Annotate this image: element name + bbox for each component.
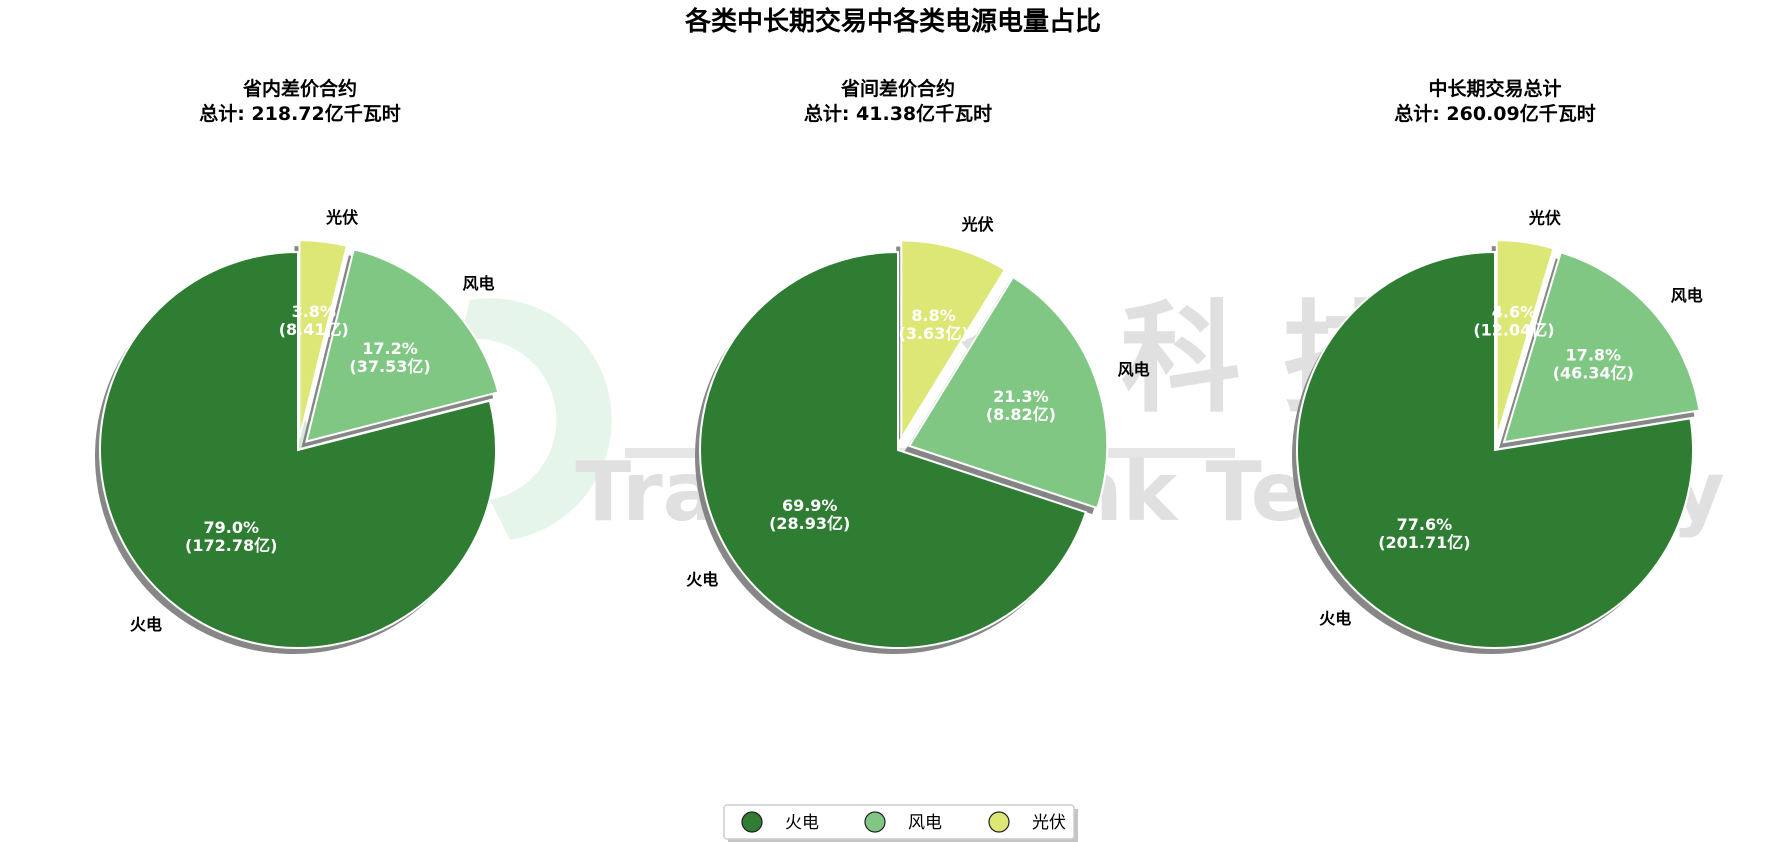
legend-label: 火电 (785, 813, 819, 833)
pie-category-label-solar: 光伏 (961, 215, 994, 234)
pie-value-label-thermal: (28.93亿) (769, 514, 850, 533)
pie-category-label-wind: 风电 (1671, 286, 1703, 305)
pie-percent-label-thermal: 77.6% (1397, 515, 1453, 534)
legend-swatch-solar (988, 811, 1010, 833)
legend: 火电 风电 光伏 (723, 804, 1078, 842)
pie-subtitle: 总计: 218.72亿千瓦时 (199, 102, 401, 125)
legend-item-wind: 风电 (864, 811, 942, 833)
pie-slice-thermal (1296, 250, 1694, 649)
pie-labels: 79.0%(172.78亿) 火电 17.2%(37.53亿) 风电 3.8%(8.41… (130, 208, 494, 634)
pie-title: 中长期交易总计 (1428, 77, 1561, 100)
legend-swatch-thermal (741, 811, 763, 833)
pie-slice-solar (1495, 239, 1555, 439)
pie-title: 省内差价合约 (242, 77, 357, 100)
pie-category-label-wind: 风电 (463, 274, 495, 293)
pie-value-label-thermal: (172.78亿) (185, 536, 277, 555)
pie-slice-solar (298, 239, 349, 439)
pie-category-label-wind: 风电 (1118, 360, 1150, 379)
pie-chart-total: 中长期交易总计 总计: 260.09亿千瓦时 77.6%(201.71亿) 火电 1… (1292, 77, 1703, 654)
pie-percent-label-solar: 8.8% (911, 306, 955, 325)
pie-category-label-solar: 光伏 (1528, 209, 1561, 228)
pie-category-label-solar: 光伏 (325, 208, 358, 227)
pie-value-label-wind: (37.53亿) (349, 357, 430, 376)
pie-value-label-solar: (12.04亿) (1473, 321, 1554, 340)
pie-slice-thermal (699, 250, 1088, 649)
pie-value-label-thermal: (201.71亿) (1378, 533, 1470, 552)
chart-title: 各类中长期交易中各类电源电量占比 (684, 6, 1101, 37)
pie-title: 省间差价合约 (840, 77, 955, 100)
pie-percent-label-solar: 4.6% (1492, 303, 1536, 322)
pie-category-label-thermal: 火电 (686, 570, 718, 589)
pie-slice-wind (1502, 251, 1701, 444)
pie-slices (1296, 239, 1701, 649)
pie-chart-inter-province: 省间差价合约 总计: 41.38亿千瓦时 69.9%(28.93亿) 火电 21.3… (686, 77, 1150, 654)
pie-subtitle: 总计: 260.09亿千瓦时 (1394, 102, 1596, 125)
pie-subtitle: 总计: 41.38亿千瓦时 (804, 102, 992, 125)
legend-label: 风电 (908, 813, 942, 833)
pie-value-label-wind: (8.82亿) (986, 405, 1056, 424)
pie-slice-wind (907, 275, 1109, 510)
pie-slices (99, 239, 500, 649)
pie-labels: 69.9%(28.93亿) 火电 21.3%(8.82亿) 风电 8.8%(3.63亿)… (686, 215, 1149, 589)
pie-value-label-wind: (46.34亿) (1553, 364, 1634, 383)
legend-label: 光伏 (1032, 813, 1066, 833)
pie-percent-label-wind: 17.8% (1566, 346, 1622, 365)
pie-percent-label-thermal: 79.0% (203, 518, 259, 537)
pie-slice-solar (900, 239, 1007, 442)
pie-value-label-solar: (8.41亿) (279, 320, 349, 339)
pie-category-label-thermal: 火电 (130, 615, 162, 634)
legend-item-thermal: 火电 (741, 811, 819, 833)
legend-item-solar: 光伏 (988, 811, 1066, 833)
pie-percent-label-thermal: 69.9% (782, 496, 838, 515)
pie-percent-label-solar: 3.8% (292, 302, 336, 321)
pie-slices (699, 239, 1109, 649)
pie-chart-intra-province: 省内差价合约 总计: 218.72亿千瓦时 79.0%(172.78亿) 火电 17… (94, 77, 500, 654)
pie-labels: 77.6%(201.71亿) 火电 17.8%(46.34亿) 风电 4.6%(12.0… (1319, 209, 1702, 628)
legend-swatch-wind (864, 811, 886, 833)
pie-percent-label-wind: 21.3% (993, 387, 1049, 406)
pie-slice-wind (305, 248, 500, 443)
legend-frame (723, 804, 1075, 840)
pie-slice-thermal (99, 250, 497, 649)
pie-category-label-thermal: 火电 (1319, 609, 1351, 628)
pie-percent-label-wind: 17.2% (362, 339, 418, 358)
pie-value-label-solar: (3.63亿) (899, 324, 969, 343)
